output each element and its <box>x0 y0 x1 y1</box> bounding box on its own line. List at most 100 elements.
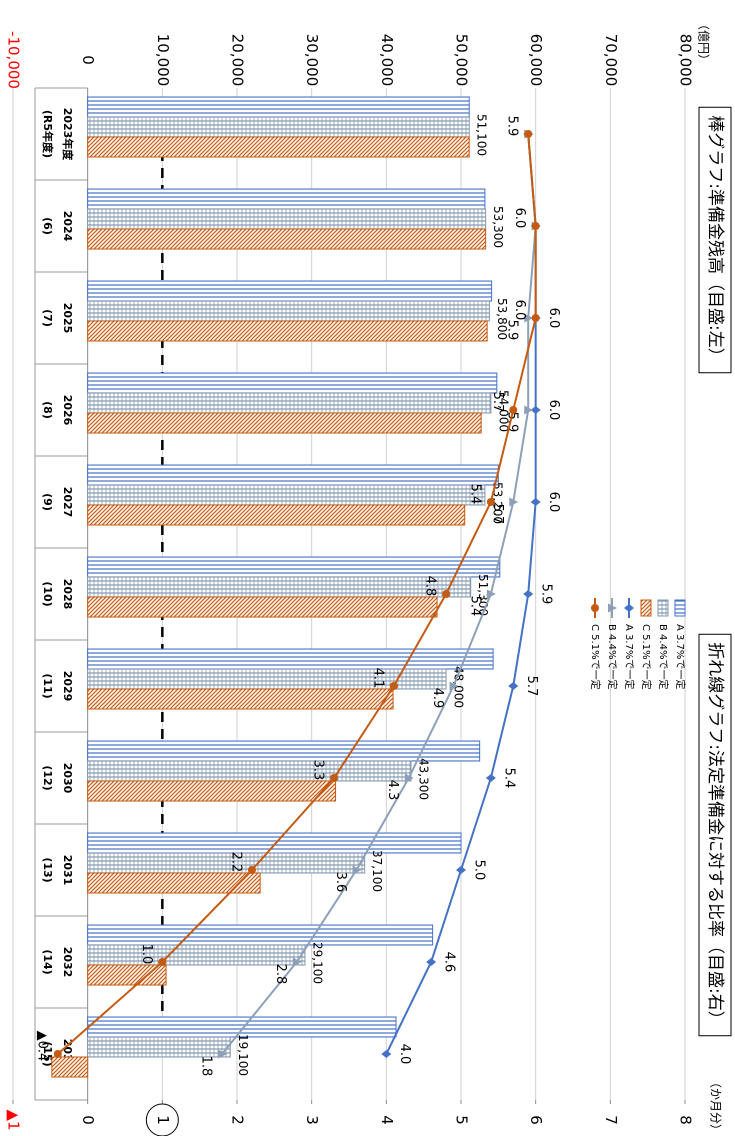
marker <box>292 957 302 967</box>
line-value-label: 5.4 <box>501 768 516 789</box>
marker <box>352 865 362 875</box>
bar-value-label: 51,100 <box>475 114 489 156</box>
bar <box>87 136 470 158</box>
line-value-label: 5.7 <box>490 504 505 525</box>
bar <box>87 504 466 526</box>
bar-value-label: 48,000 <box>452 666 466 708</box>
y2-tick-label: 4 <box>378 1115 396 1125</box>
rotated-chart: -10,000 0 10,000 20,000 30,000 40,000 50,000 60… <box>5 18 732 1136</box>
y2-tick-label: 2 <box>229 1115 247 1125</box>
line-value-label: 3.3 <box>311 760 326 781</box>
title-box <box>698 633 732 1037</box>
x-tick-sublabel: (11) <box>41 673 54 698</box>
line-value-label: 5.9 <box>539 584 554 605</box>
marker <box>247 866 256 874</box>
legend-label: A 3.7%で一定 <box>674 624 687 689</box>
line-value-label: 5.7 <box>490 392 505 413</box>
marker <box>404 773 414 783</box>
y-tick-label: 40,000 <box>378 34 396 87</box>
bar <box>87 96 470 118</box>
bar-value-label: 53,300 <box>491 206 505 248</box>
line-value-label: 5.7 <box>524 676 539 697</box>
marker <box>389 682 398 690</box>
x-tick-sublabel: (12) <box>41 765 54 790</box>
bar <box>51 1056 89 1078</box>
bar <box>87 872 261 894</box>
x-tick-label: 2023年度 <box>61 108 75 162</box>
line-value-label: 6.0 <box>512 208 527 229</box>
bar <box>87 832 462 854</box>
bar <box>87 392 492 414</box>
line-value-label: 2.8 <box>273 964 288 985</box>
highlight-circle <box>145 1103 179 1136</box>
y2-tick-label: 5 <box>453 1115 471 1125</box>
bar <box>87 556 501 578</box>
legend-label: B 4.4%で一定 <box>606 624 619 689</box>
line-value-label: 6.0 <box>546 492 561 513</box>
marker <box>523 590 534 598</box>
x-tick-sublabel: (14) <box>41 949 54 974</box>
bar <box>87 484 486 506</box>
line-value-label: 6.0 <box>512 300 527 321</box>
y2-tick-label: ▲1 <box>5 1109 23 1130</box>
line-value-label: 6.0 <box>546 308 561 329</box>
legend-swatch <box>640 599 652 617</box>
line-value-label: ▲0.4 <box>34 1031 49 1062</box>
y-tick-label: 50,000 <box>453 34 471 87</box>
marker <box>485 774 496 782</box>
y2-tick-label: 0 <box>79 1115 97 1125</box>
y2-tick-label: 6 <box>527 1115 545 1125</box>
marker <box>531 222 540 230</box>
bar <box>87 188 486 210</box>
legend-label: B 4.4%で一定 <box>657 624 670 689</box>
line-value-label: 5.4 <box>467 596 482 617</box>
marker <box>509 497 519 507</box>
bar <box>87 372 498 394</box>
bar <box>87 320 488 342</box>
line-value-label: 5.9 <box>505 320 520 341</box>
bar <box>87 760 412 782</box>
marker <box>53 1050 62 1058</box>
marker <box>508 682 519 690</box>
x-tick-sublabel: (7) <box>41 309 54 327</box>
marker <box>591 604 599 612</box>
x-tick-sublabel: (9) <box>41 493 54 511</box>
line-value-label: 5.4 <box>467 484 482 505</box>
bar <box>87 852 366 874</box>
y2-tick-label: 8 <box>677 1115 695 1125</box>
bar <box>87 280 493 302</box>
marker <box>449 681 459 691</box>
bar-value-label: 54,000 <box>496 390 510 432</box>
bar <box>87 300 490 322</box>
y2-tick-label: 1 <box>154 1115 172 1125</box>
bar <box>87 228 487 250</box>
x-tick-sublabel: (10) <box>41 581 54 606</box>
x-tick-label: 2024 <box>61 211 74 242</box>
bar <box>87 412 482 434</box>
y-tick-label: 60,000 <box>527 34 545 87</box>
x-tick-label: 2029 <box>61 671 74 702</box>
y-tick-label: 30,000 <box>303 34 321 87</box>
x-tick-sublabel: (6) <box>41 217 54 235</box>
line-value-label: 4.1 <box>370 668 385 689</box>
bar <box>87 924 434 946</box>
marker <box>509 406 518 414</box>
line-value-label: 4.0 <box>397 1044 412 1065</box>
line-value-label: 6.0 <box>546 400 561 421</box>
bar <box>87 116 470 138</box>
y2-unit: （か月分） <box>709 1076 723 1136</box>
x-tick-label: 2027 <box>61 487 74 518</box>
line-value-label: 3.6 <box>333 872 348 893</box>
marker <box>524 405 534 415</box>
x-tick-label: 2030 <box>61 763 74 794</box>
marker <box>486 498 495 506</box>
x-tick-sublabel: (15) <box>41 1041 54 1066</box>
x-tick-label: 2032 <box>61 947 74 978</box>
line-value-label: 4.6 <box>442 952 457 973</box>
marker <box>530 498 541 506</box>
bar-value-label: 53,800 <box>495 298 509 340</box>
bar-value-label: 37,100 <box>370 850 384 892</box>
marker <box>524 130 533 138</box>
y-tick-label: 10,000 <box>154 34 172 87</box>
bar <box>87 208 487 230</box>
